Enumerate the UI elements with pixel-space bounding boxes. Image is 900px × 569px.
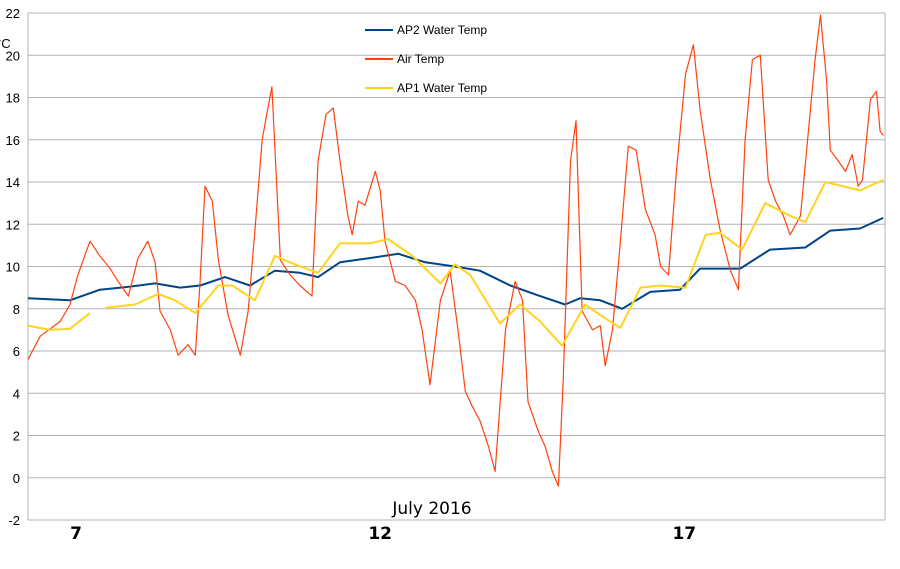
y-tick-label: 2 xyxy=(13,429,20,444)
y-tick-label: -2 xyxy=(8,513,20,528)
y-axis-label: °C xyxy=(0,36,11,51)
legend-label: AP1 Water Temp xyxy=(397,81,487,95)
legend-label: AP2 Water Temp xyxy=(397,23,487,37)
series-line-ap1-water-temp xyxy=(27,178,884,347)
y-tick-label: 14 xyxy=(6,175,20,190)
y-tick-label: 0 xyxy=(13,471,20,486)
y-tick-label: 16 xyxy=(6,133,20,148)
series-line-air-temp xyxy=(27,14,884,487)
x-tick-label: 17 xyxy=(672,524,696,544)
y-tick-label: 6 xyxy=(13,344,20,359)
y-tick-label: 4 xyxy=(13,386,20,401)
y-tick-label: 12 xyxy=(6,217,20,232)
x-tick-label: 12 xyxy=(368,524,392,544)
series-lines xyxy=(27,14,884,487)
y-axis-ticks: -2 0 2 4 6 8 10 12 14 16 18 20 22 xyxy=(6,6,20,528)
x-axis-label: July 2016 xyxy=(391,499,471,519)
y-tick-label: 20 xyxy=(6,48,20,63)
y-tick-label: 18 xyxy=(6,91,20,106)
legend: AP2 Water Temp Air Temp AP1 Water Temp xyxy=(365,23,487,95)
x-tick-label: 7 xyxy=(70,524,82,544)
gridlines xyxy=(27,12,886,521)
y-tick-label: 22 xyxy=(6,6,20,21)
x-axis-ticks: 7 12 17 xyxy=(70,524,696,544)
y-tick-label: 10 xyxy=(6,260,20,275)
legend-label: Air Temp xyxy=(397,52,444,66)
series-line-ap2-water-temp xyxy=(27,216,884,310)
y-tick-label: 8 xyxy=(13,302,20,317)
